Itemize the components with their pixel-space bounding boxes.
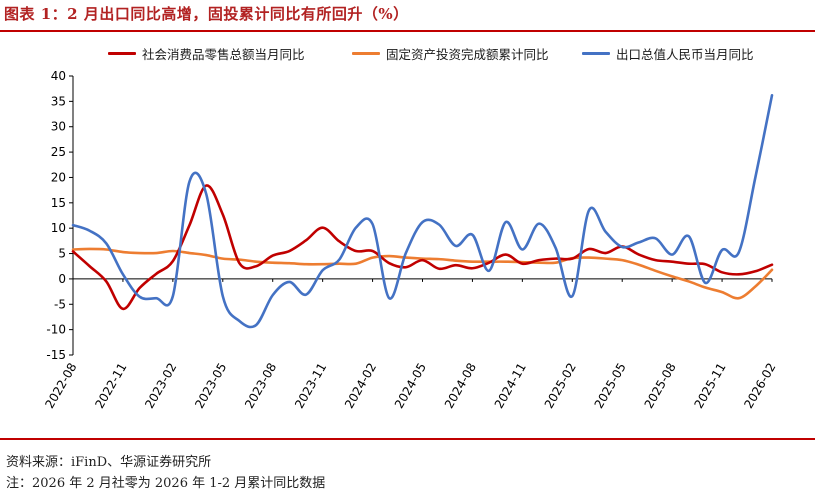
y-tick-label: 0 bbox=[58, 272, 66, 286]
x-tick-label: 2024-11 bbox=[492, 361, 529, 411]
y-tick-label: 5 bbox=[58, 247, 66, 261]
y-tick-label: 20 bbox=[51, 170, 66, 184]
x-tick-label: 2025-08 bbox=[642, 361, 679, 411]
source-note: 资料来源：iFinD、华源证券研究所 bbox=[6, 455, 212, 470]
x-tick-labels: 2022-08 2022-11 2023-02 2023-05 2023-08 2023-… bbox=[42, 361, 778, 411]
y-tick-label: 30 bbox=[51, 120, 66, 134]
series-lines bbox=[71, 93, 774, 329]
y-tick-label: -15 bbox=[46, 348, 66, 362]
axes: -15 -10 -5 0 5 10 15 20 25 30 35 40 bbox=[46, 69, 773, 362]
series-line-retail bbox=[71, 184, 774, 311]
legend-label-fai: 固定资产投资完成额累计同比 bbox=[386, 47, 549, 62]
footer-rule bbox=[0, 438, 815, 440]
y-tick-label: -5 bbox=[54, 297, 66, 311]
title-rule bbox=[0, 30, 815, 32]
y-tick-label: 25 bbox=[51, 145, 66, 159]
x-tick-label: 2023-05 bbox=[192, 361, 229, 411]
x-tick-label: 2022-11 bbox=[92, 361, 129, 411]
x-tick-label: 2024-08 bbox=[442, 361, 479, 411]
legend-item-exports: 出口总值人民币当月同比 bbox=[582, 44, 754, 63]
legend-label-retail: 社会消费品零售总额当月同比 bbox=[142, 47, 305, 62]
x-tick-label: 2023-02 bbox=[142, 361, 179, 411]
x-tick-label: 2024-02 bbox=[342, 361, 379, 411]
series-line-fai bbox=[71, 247, 774, 300]
series-line-exports bbox=[71, 93, 774, 329]
footnote: 注：2026 年 2 月社零为 2026 年 1-2 月累计同比数据 bbox=[6, 476, 326, 491]
x-tick-label: 2023-08 bbox=[242, 361, 279, 411]
legend-swatch-fai bbox=[352, 52, 380, 55]
x-tick-label: 2025-02 bbox=[542, 361, 579, 411]
y-tick-label: 40 bbox=[51, 69, 66, 83]
legend-item-fai: 固定资产投资完成额累计同比 bbox=[352, 44, 549, 63]
x-tick-label: 2026-02 bbox=[741, 361, 778, 411]
chart-title: 图表 1：2 月出口同比高增，固投累计同比有所回升（%） bbox=[4, 5, 409, 23]
x-tick-label: 2023-11 bbox=[292, 361, 329, 411]
x-tick-label: 2025-11 bbox=[691, 361, 728, 411]
y-tick-label: 35 bbox=[51, 94, 66, 108]
x-tick-label: 2025-05 bbox=[592, 361, 629, 411]
legend-swatch-exports bbox=[582, 52, 610, 55]
legend-swatch-retail bbox=[108, 52, 136, 55]
x-tick-label: 2022-08 bbox=[42, 361, 79, 411]
x-tick-label: 2024-05 bbox=[392, 361, 429, 411]
y-tick-label: -10 bbox=[46, 323, 66, 337]
y-tick-label: 15 bbox=[51, 196, 66, 210]
legend-item-retail: 社会消费品零售总额当月同比 bbox=[108, 44, 305, 63]
legend-label-exports: 出口总值人民币当月同比 bbox=[616, 47, 754, 62]
legend: 社会消费品零售总额当月同比 固定资产投资完成额累计同比 出口总值人民币当月同比 bbox=[0, 44, 815, 64]
y-tick-label: 10 bbox=[51, 221, 66, 235]
